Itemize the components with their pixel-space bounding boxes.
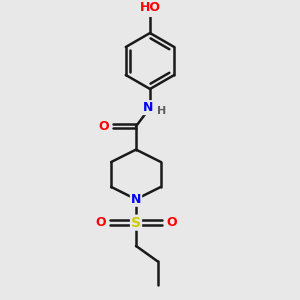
Text: O: O — [95, 216, 106, 229]
Text: O: O — [167, 216, 177, 229]
Text: N: N — [131, 193, 141, 206]
Text: HO: HO — [140, 1, 160, 14]
Text: N: N — [143, 101, 154, 114]
Text: S: S — [131, 216, 141, 230]
Text: O: O — [99, 120, 109, 133]
Text: H: H — [157, 106, 167, 116]
